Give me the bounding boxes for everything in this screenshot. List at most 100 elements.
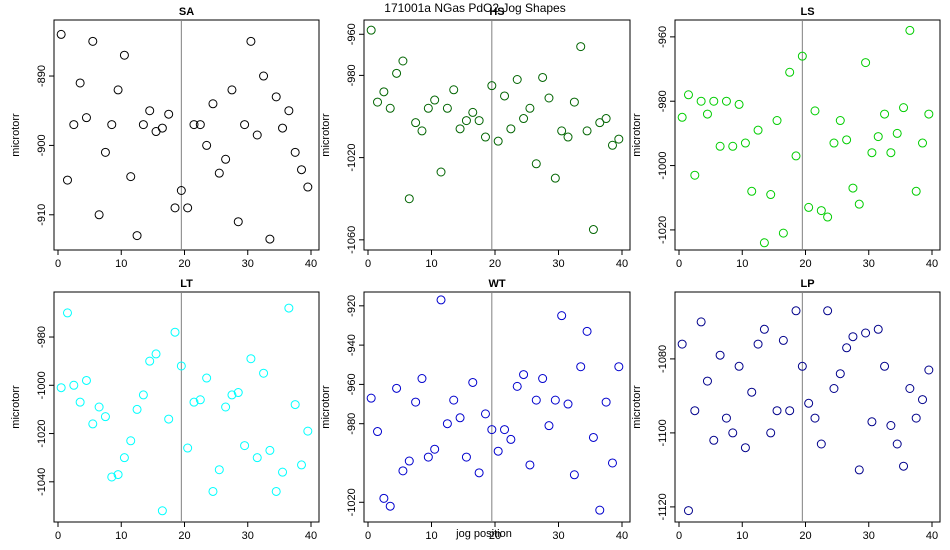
data-point xyxy=(804,202,814,212)
data-point xyxy=(195,120,205,130)
data-point xyxy=(379,87,389,97)
data-point xyxy=(728,141,738,151)
x-tick-label: 0 xyxy=(55,258,61,270)
data-point xyxy=(797,51,807,61)
data-point xyxy=(677,112,687,122)
data-point xyxy=(569,97,579,107)
data-point xyxy=(531,159,541,169)
data-point xyxy=(430,95,440,105)
data-point xyxy=(176,361,186,371)
data-point xyxy=(614,362,624,372)
data-point xyxy=(848,183,858,193)
data-point xyxy=(886,421,896,430)
data-point xyxy=(778,228,788,238)
data-point xyxy=(683,90,693,100)
data-point xyxy=(164,414,174,424)
data-point xyxy=(449,395,459,405)
data-point xyxy=(797,361,807,371)
data-point xyxy=(126,172,136,182)
data-point xyxy=(392,383,402,393)
data-point xyxy=(113,470,123,480)
data-point xyxy=(842,135,852,145)
data-point xyxy=(157,123,167,133)
x-tick-label: 10 xyxy=(425,258,437,270)
x-tick-label: 40 xyxy=(305,258,317,270)
data-point xyxy=(886,148,896,158)
data-point xyxy=(449,85,459,95)
data-point xyxy=(867,417,877,427)
data-point xyxy=(385,501,395,511)
data-point xyxy=(702,109,712,119)
y-axis-label: microtorr xyxy=(10,113,22,157)
data-point xyxy=(202,140,212,150)
x-tick-label: 20 xyxy=(178,258,190,270)
data-point xyxy=(208,486,218,496)
data-point xyxy=(468,377,478,387)
data-point xyxy=(816,206,826,216)
data-point xyxy=(132,404,142,414)
data-point xyxy=(588,225,598,235)
data-point xyxy=(233,217,243,227)
y-tick-label: -980 xyxy=(657,90,669,112)
data-point xyxy=(753,339,763,349)
data-point xyxy=(436,295,446,305)
data-point xyxy=(835,369,845,379)
data-point xyxy=(100,147,110,157)
data-point xyxy=(480,132,490,142)
x-tick-label: 40 xyxy=(616,258,628,270)
data-point xyxy=(880,361,890,371)
data-point xyxy=(411,397,421,407)
data-point xyxy=(81,113,91,123)
data-point xyxy=(892,128,902,138)
data-point xyxy=(525,103,535,113)
y-tick-label: -1080 xyxy=(657,345,669,373)
data-point xyxy=(525,460,535,470)
data-point xyxy=(183,443,193,453)
data-point xyxy=(240,120,250,130)
data-point xyxy=(240,441,250,451)
data-point xyxy=(728,428,738,438)
data-point xyxy=(766,428,776,438)
data-point xyxy=(259,71,269,81)
data-point xyxy=(500,91,510,101)
data-point xyxy=(88,36,98,46)
data-point xyxy=(595,118,605,128)
data-point xyxy=(227,85,237,95)
panel-wt: WT microtorr 0 10 20 30 40 -920 -940 -960 -980 -102… xyxy=(320,278,631,542)
x-tick-label: 30 xyxy=(863,258,875,270)
data-point xyxy=(607,458,617,468)
data-point xyxy=(785,406,795,416)
data-point xyxy=(899,461,909,471)
data-point xyxy=(829,138,839,148)
data-point xyxy=(284,106,294,116)
y-tick-label: -960 xyxy=(346,373,358,395)
data-point xyxy=(772,116,782,126)
data-point xyxy=(417,374,427,384)
data-point xyxy=(550,173,560,183)
data-point xyxy=(544,93,554,103)
data-point xyxy=(221,154,231,164)
data-point xyxy=(265,234,275,244)
x-tick-label: 10 xyxy=(115,530,127,542)
data-point xyxy=(284,303,294,313)
figure-title: 171001a NGas PdO2 Jog Shapes xyxy=(384,1,565,15)
x-tick-label: 10 xyxy=(736,258,748,270)
panel-hs: HS microtorr 0 10 20 30 40 -960 -980 -1020 -1060 xyxy=(320,6,631,270)
data-point xyxy=(373,427,383,437)
data-point xyxy=(544,421,554,431)
x-tick-label: 20 xyxy=(489,530,501,542)
data-point xyxy=(246,354,256,364)
data-point xyxy=(595,505,605,515)
data-point xyxy=(157,506,167,516)
data-point xyxy=(772,406,782,416)
y-tick-label: -960 xyxy=(346,23,358,45)
x-tick-label: 40 xyxy=(926,530,938,542)
data-point xyxy=(62,308,72,318)
y-tick-label: -1020 xyxy=(346,144,358,172)
panel-title: SA xyxy=(179,6,194,18)
data-point xyxy=(290,400,300,410)
panel-ls: LS microtorr 0 10 20 30 40 -960 -980 -1000 -1020 xyxy=(631,6,941,270)
data-point xyxy=(69,380,79,390)
data-point xyxy=(271,486,281,496)
